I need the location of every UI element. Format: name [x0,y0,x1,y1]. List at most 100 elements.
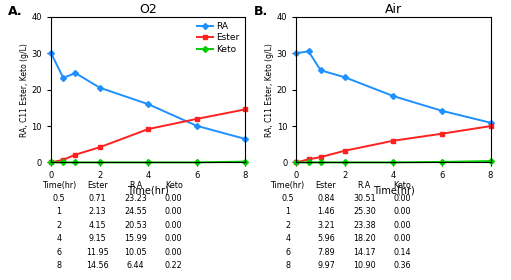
Text: 4: 4 [285,234,290,243]
Line: RA: RA [49,51,247,141]
Ester [390,139,397,143]
Text: 30.51: 30.51 [353,194,376,203]
Keto [73,161,79,164]
Text: 9.97: 9.97 [317,261,335,270]
Text: 7.89: 7.89 [317,248,335,257]
Text: Time(hr): Time(hr) [41,181,76,190]
Text: 10.05: 10.05 [124,248,147,257]
RA [390,94,397,98]
Text: 0.5: 0.5 [53,194,65,203]
Text: 1: 1 [285,207,290,216]
Text: 0.00: 0.00 [394,234,411,243]
Keto [242,160,248,163]
Ester [145,127,151,131]
Text: 5.96: 5.96 [317,234,335,243]
Text: 2: 2 [285,221,290,230]
Text: R.A: R.A [129,181,142,190]
Ester [48,161,54,164]
Text: 2.13: 2.13 [88,207,106,216]
Keto [487,159,494,163]
Ester [439,132,445,135]
Keto [342,161,348,164]
Text: Time(hr): Time(hr) [270,181,305,190]
Text: 24.55: 24.55 [124,207,147,216]
Ester [60,158,66,162]
X-axis label: Time(hr): Time(hr) [373,186,414,196]
Ester [73,153,79,156]
RA [145,102,151,106]
Text: 0.36: 0.36 [394,261,411,270]
Keto [318,161,324,164]
Text: 0.71: 0.71 [88,194,106,203]
Text: 23.23: 23.23 [124,194,147,203]
RA [242,137,248,141]
Keto [145,161,151,164]
Text: 10.90: 10.90 [353,261,376,270]
RA [194,124,200,127]
Text: 8: 8 [285,261,290,270]
Text: 1.46: 1.46 [317,207,335,216]
Ester [306,158,312,161]
Line: Keto: Keto [49,160,247,164]
Text: 0.22: 0.22 [165,261,182,270]
Text: Keto: Keto [394,181,411,190]
Text: 15.99: 15.99 [124,234,147,243]
Text: 3.21: 3.21 [317,221,335,230]
RA [73,71,79,75]
RA [60,76,66,80]
Keto [439,160,445,164]
Text: 20.53: 20.53 [124,221,147,230]
Text: 11.95: 11.95 [86,248,108,257]
Text: 8: 8 [56,261,61,270]
RA [487,121,494,124]
Line: Ester: Ester [294,124,493,164]
Text: 6: 6 [56,248,61,257]
Text: 4: 4 [56,234,61,243]
Ester [487,124,494,128]
Text: 9.15: 9.15 [88,234,106,243]
Text: Ester: Ester [316,181,336,190]
Keto [194,161,200,164]
Text: 6: 6 [285,248,290,257]
Text: 25.30: 25.30 [353,207,376,216]
Text: 0.00: 0.00 [165,221,182,230]
Text: Keto: Keto [165,181,182,190]
Y-axis label: RA, C11 Ester, Keto (g/L): RA, C11 Ester, Keto (g/L) [265,43,274,137]
X-axis label: Time(hr): Time(hr) [127,186,169,196]
Text: 4.15: 4.15 [88,221,106,230]
Line: Keto: Keto [294,159,493,164]
Text: 6.44: 6.44 [127,261,144,270]
Text: 1: 1 [56,207,61,216]
Text: 0.84: 0.84 [317,194,335,203]
Keto [293,161,299,164]
RA [306,50,312,53]
Keto [60,161,66,164]
Text: 0.00: 0.00 [165,248,182,257]
Text: 0.14: 0.14 [394,248,411,257]
RA [97,86,103,89]
Text: 0.5: 0.5 [282,194,294,203]
Ester [242,108,248,111]
Text: 0.00: 0.00 [394,194,411,203]
Text: 14.17: 14.17 [353,248,376,257]
Text: 0.00: 0.00 [394,207,411,216]
Text: 0.00: 0.00 [165,194,182,203]
Ester [97,146,103,149]
Line: RA: RA [294,49,493,125]
Text: 0.00: 0.00 [165,234,182,243]
RA [439,109,445,113]
Text: 2: 2 [56,221,61,230]
Text: R.A: R.A [358,181,371,190]
Text: 23.38: 23.38 [353,221,376,230]
Ester [342,149,348,152]
Text: 0.00: 0.00 [394,221,411,230]
Text: B.: B. [253,5,268,18]
Text: 14.56: 14.56 [86,261,108,270]
RA [342,76,348,79]
Keto [390,161,397,164]
Line: Ester: Ester [49,107,247,164]
Ester [194,117,200,121]
Title: Air: Air [385,3,402,16]
Ester [318,155,324,159]
RA [48,52,54,55]
